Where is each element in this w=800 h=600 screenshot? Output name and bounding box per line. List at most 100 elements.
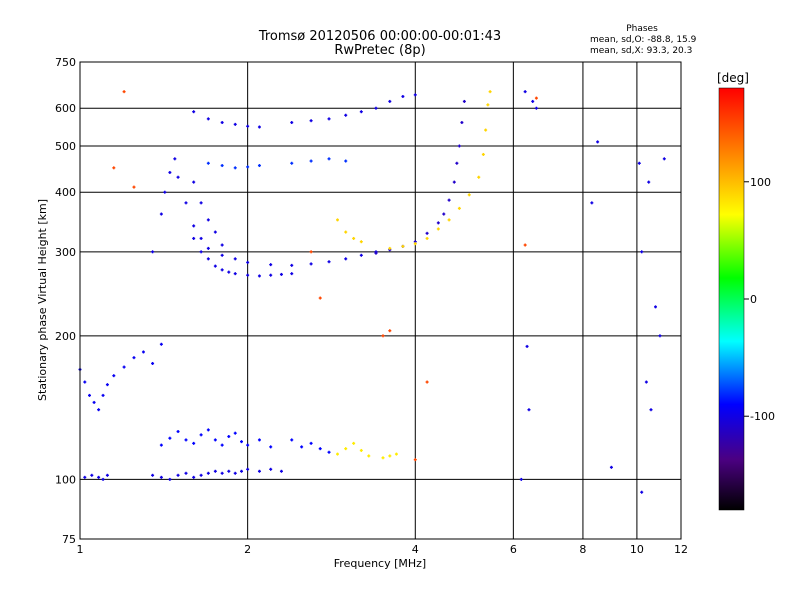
data-point-0-5 bbox=[151, 473, 155, 477]
data-point-1-19 bbox=[327, 450, 331, 454]
data-point-0-19 bbox=[257, 469, 261, 473]
data-point-2-5 bbox=[381, 456, 385, 460]
data-point-7-11 bbox=[467, 193, 471, 197]
y-tick-labels: 75 100 200 300 400 500 600 750 bbox=[55, 56, 76, 546]
data-point-1-4 bbox=[192, 441, 196, 445]
data-point-5-4 bbox=[220, 243, 224, 247]
data-point-8-1 bbox=[206, 117, 210, 121]
data-point-5-1 bbox=[199, 201, 203, 205]
data-point-4-3 bbox=[168, 170, 172, 174]
data-point-4-8 bbox=[199, 236, 203, 240]
data-point-7-7 bbox=[425, 236, 429, 240]
data-point-4-14 bbox=[290, 263, 294, 267]
data-point-3-7 bbox=[112, 374, 116, 378]
data-point-5-10 bbox=[227, 270, 231, 274]
data-point-6-10 bbox=[457, 144, 461, 148]
data-point-4-18 bbox=[359, 253, 363, 257]
data-point-5-6 bbox=[199, 250, 203, 254]
data-point-1-7 bbox=[213, 438, 217, 442]
data-point-9-8 bbox=[344, 159, 348, 163]
data-point-4-0 bbox=[151, 250, 155, 254]
x-tick-2: 2 bbox=[244, 543, 251, 556]
x-tick-10: 10 bbox=[630, 543, 644, 556]
data-point-4-6 bbox=[184, 201, 188, 205]
x-tick-labels: 1 2 4 6 8 10 12 bbox=[77, 543, 689, 556]
data-point-10-3 bbox=[525, 344, 529, 348]
data-point-7-8 bbox=[436, 227, 440, 231]
chart-title: Tromsø 20120506 00:00:00-00:01:43 bbox=[258, 29, 501, 44]
data-point-11-7 bbox=[534, 96, 538, 100]
data-point-5-7 bbox=[206, 257, 210, 261]
data-point-5-13 bbox=[257, 274, 261, 278]
data-point-1-14 bbox=[269, 445, 273, 449]
data-point-8-9 bbox=[344, 113, 348, 117]
data-point-1-6 bbox=[206, 428, 210, 432]
data-point-9-0 bbox=[206, 161, 210, 165]
x-tick-4: 4 bbox=[412, 543, 419, 556]
data-point-8-2 bbox=[220, 121, 224, 125]
data-point-0-0 bbox=[83, 475, 87, 479]
data-point-7-6 bbox=[413, 242, 417, 246]
data-point-3-1 bbox=[83, 380, 87, 384]
data-point-8-7 bbox=[309, 119, 313, 123]
data-point-3-8 bbox=[122, 365, 126, 369]
x-tick-12: 12 bbox=[674, 543, 688, 556]
x-tick-1: 1 bbox=[77, 543, 84, 556]
data-point-0-7 bbox=[168, 477, 172, 481]
data-point-1-17 bbox=[309, 441, 313, 445]
data-point-0-14 bbox=[220, 471, 224, 475]
data-point-11-3 bbox=[381, 334, 385, 338]
data-point-0-20 bbox=[269, 467, 273, 471]
x-tick-6: 6 bbox=[510, 543, 517, 556]
stats-line-x: mean, sd,X: 93.3, 20.3 bbox=[590, 46, 692, 56]
data-point-1-13 bbox=[257, 438, 261, 442]
data-point-4-16 bbox=[327, 260, 331, 264]
data-point-9-4 bbox=[257, 164, 261, 168]
y-tick-200: 200 bbox=[55, 330, 76, 343]
data-point-6-7 bbox=[447, 198, 451, 202]
x-tick-8: 8 bbox=[579, 543, 586, 556]
data-point-10-5 bbox=[519, 477, 523, 481]
data-point-6-0 bbox=[374, 251, 378, 255]
data-point-5-2 bbox=[206, 218, 210, 222]
y-tick-75: 75 bbox=[62, 533, 76, 546]
data-point-8-8 bbox=[327, 117, 331, 121]
data-point-0-10 bbox=[192, 475, 196, 479]
data-point-0-15 bbox=[227, 469, 231, 473]
data-point-4-1 bbox=[159, 212, 163, 216]
data-point-0-21 bbox=[279, 469, 283, 473]
data-point-7-12 bbox=[477, 175, 481, 179]
data-point-8-0 bbox=[192, 110, 196, 114]
stats-line-o: mean, sd,O: -88.8, 15.9 bbox=[590, 35, 697, 45]
colorbar-tick-labels: 100 0 -100 bbox=[744, 176, 775, 423]
y-axis-label: Stationary phase Virtual Height [km] bbox=[36, 199, 49, 401]
data-point-2-3 bbox=[359, 448, 363, 452]
data-point-1-2 bbox=[176, 430, 180, 434]
data-point-7-1 bbox=[344, 230, 348, 234]
data-point-11-1 bbox=[112, 166, 116, 170]
data-point-5-15 bbox=[279, 272, 283, 276]
data-point-5-14 bbox=[269, 273, 273, 277]
data-point-10-15 bbox=[640, 490, 644, 494]
data-point-10-4 bbox=[527, 408, 531, 412]
chart-subtitle: RwPretec (8p) bbox=[334, 43, 425, 58]
data-point-7-2 bbox=[352, 236, 356, 240]
colorbar-tick-100: 100 bbox=[750, 176, 771, 189]
grid-lines bbox=[79, 62, 682, 539]
data-point-3-9 bbox=[132, 356, 136, 360]
data-point-1-12 bbox=[246, 443, 250, 447]
y-tick-600: 600 bbox=[55, 102, 76, 115]
data-point-8-12 bbox=[388, 99, 392, 103]
data-point-0-17 bbox=[240, 469, 244, 473]
data-point-7-4 bbox=[388, 246, 392, 250]
colorbar bbox=[718, 87, 745, 511]
data-point-10-0 bbox=[523, 90, 527, 94]
data-point-4-9 bbox=[206, 246, 210, 250]
data-point-4-12 bbox=[246, 260, 250, 264]
data-point-1-1 bbox=[168, 436, 172, 440]
data-point-10-6 bbox=[590, 201, 594, 205]
data-point-1-3 bbox=[184, 438, 188, 442]
data-point-2-2 bbox=[352, 441, 356, 445]
data-point-9-6 bbox=[309, 159, 313, 163]
